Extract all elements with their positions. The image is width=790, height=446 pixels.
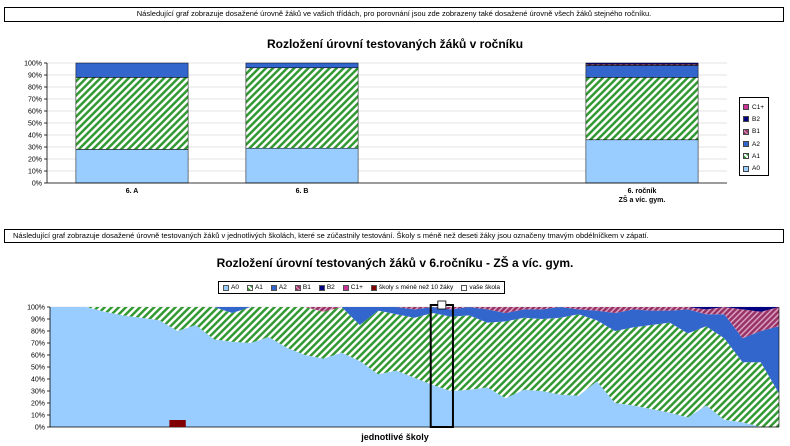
chart2-legend-item: C1+: [342, 282, 363, 294]
chart1-legend-item: B1: [743, 126, 768, 138]
chart2-legend-label: A1: [254, 283, 263, 291]
chart1-y-tick-label: 50%: [28, 121, 42, 128]
chart1-category-label: 6. A: [126, 188, 139, 195]
chart2-y-tick-label: 100%: [27, 305, 45, 312]
chart1-y-tick-label: 40%: [28, 133, 42, 140]
chart2-legend-label: A0: [231, 283, 239, 291]
chart1-bar-segment: [75, 62, 189, 78]
chart1-category-label: 6. B: [296, 188, 309, 195]
chart2-y-tick-label: 50%: [31, 365, 45, 372]
chart1-y-tick-label: 10%: [28, 169, 42, 176]
chart2-legend-swatch: [246, 284, 253, 291]
chart2-legend-item: A1: [246, 282, 263, 294]
chart2-legend-item: B1: [294, 282, 311, 294]
chart2-legend-item: školy s méně než 10 žáky: [370, 282, 454, 294]
chart2-y-tick-label: 70%: [31, 341, 45, 348]
chart1-legend-label: A1: [752, 152, 760, 160]
chart2-area-b1: [50, 307, 779, 339]
chart1-y-tick-label: 90%: [28, 73, 42, 80]
chart2-legend-item: vaše škola: [461, 282, 500, 294]
chart1-y-tick-label: 60%: [28, 109, 42, 116]
chart1-y-tick-label: 100%: [24, 61, 42, 68]
chart2-y-tick-label: 80%: [31, 329, 45, 336]
chart2-y-tick-label: 40%: [31, 377, 45, 384]
chart2-y-tick-label: 90%: [31, 317, 45, 324]
chart2-legend-swatch: [223, 284, 229, 291]
chart1-title: Rozložení úrovní testovaných žáků v ročn…: [266, 37, 524, 51]
chart2-area-a2: [50, 307, 779, 394]
chart1-legend-item: A2: [743, 138, 768, 150]
chart1-legend-item: C1+: [743, 101, 768, 113]
chart1-legend-item: B2: [743, 113, 768, 125]
chart1-legend-label: B1: [752, 128, 760, 136]
chart2-y-tick-label: 20%: [31, 401, 45, 408]
chart1-legend: C1+ B2 B1 A2 A1 A0: [739, 97, 769, 176]
bottom-note: Následující graf zobrazuje dosažené úrov…: [4, 229, 784, 243]
chart1-y-tick-label: 20%: [28, 157, 42, 164]
chart2-legend-item: A0: [223, 282, 239, 294]
chart2-legend-label: C1+: [350, 283, 363, 291]
chart2-legend-swatch: [370, 284, 377, 291]
chart1-legend-swatch: [743, 141, 749, 148]
chart1-y-tick-label: 80%: [28, 85, 42, 92]
chart1-legend-item: A0: [743, 162, 768, 174]
chart2-legend-label: školy s méně než 10 žáky: [378, 283, 454, 291]
chart2-area-b2: [50, 307, 779, 312]
chart1-legend-label: A0: [752, 165, 760, 173]
chart1-bar-segment: [585, 139, 699, 184]
chart2-y-tick-label: 60%: [31, 353, 45, 360]
chart2-legend-label: B1: [302, 283, 311, 291]
chart2-x-title: jednotlivé školy: [361, 432, 429, 442]
top-note: Následující graf zobrazuje dosažené úrov…: [4, 7, 784, 22]
your-school-icon: [437, 300, 447, 310]
chart1-bar-segment: [75, 149, 189, 184]
chart1-legend-swatch: [743, 165, 749, 172]
chart2-legend-item: B2: [318, 282, 335, 294]
chart1-bar-segment: [585, 65, 699, 78]
chart1-legend-label: C1+: [752, 103, 765, 111]
chart2-legend-label: A2: [278, 283, 287, 291]
chart1-category-label: ZŠ a víc. gym.: [619, 195, 666, 204]
chart2-legend-swatch: [461, 284, 468, 291]
chart1-legend-label: A2: [752, 140, 760, 148]
chart1-legend-item: A1: [743, 150, 768, 162]
chart1-bar-segment: [585, 63, 699, 66]
chart2-area-a1: [50, 307, 779, 427]
chart1-bar-segment: [245, 147, 359, 184]
chart1-bar-segment: [245, 62, 359, 69]
chart1-legend-swatch: [743, 104, 749, 111]
your-school-highlight: [429, 304, 454, 428]
chart2-title: Rozložení úrovní testovaných žáků v 6.ro…: [216, 256, 574, 270]
chart1-bar-segment: [585, 62, 699, 65]
chart1-bar-segment: [585, 77, 699, 141]
chart1-y-tick-label: 0%: [32, 181, 42, 188]
small-school-marker: [169, 420, 186, 427]
chart2-legend-swatch: [342, 284, 349, 291]
chart2-y-tick-label: 30%: [31, 389, 45, 396]
chart1-category-label: 6. ročník: [628, 188, 657, 195]
chart1-bar-segment: [75, 77, 189, 150]
chart2-legend-label: B2: [326, 283, 335, 291]
chart2-legend-swatch: [318, 284, 325, 291]
chart2-legend-label: vaše škola: [469, 283, 501, 291]
chart1-y-tick-label: 30%: [28, 145, 42, 152]
chart1-plot: 0% 10% 20% 30% 40% 50% 60% 70% 80% 90% 100% 6. A 6. …: [24, 61, 727, 204]
chart2-legend-item: A2: [270, 282, 287, 294]
chart2-y-tick-label: 10%: [31, 413, 45, 420]
chart2-legend: A0 A1 A2 B1 B2 C1+ školy s méně než 10 žáky vaš…: [218, 281, 506, 294]
chart1-legend-label: B2: [752, 115, 760, 123]
chart1-bar-segment: [245, 67, 359, 149]
chart2-y-tick-label: 0%: [35, 425, 45, 432]
chart1-legend-swatch: [743, 128, 749, 135]
chart1-legend-swatch: [743, 153, 749, 160]
chart2-area-a0: [50, 307, 779, 427]
chart1-legend-swatch: [743, 116, 749, 123]
chart1-y-tick-label: 70%: [28, 97, 42, 104]
chart2-legend-swatch: [294, 284, 301, 291]
chart2-legend-swatch: [270, 284, 277, 291]
